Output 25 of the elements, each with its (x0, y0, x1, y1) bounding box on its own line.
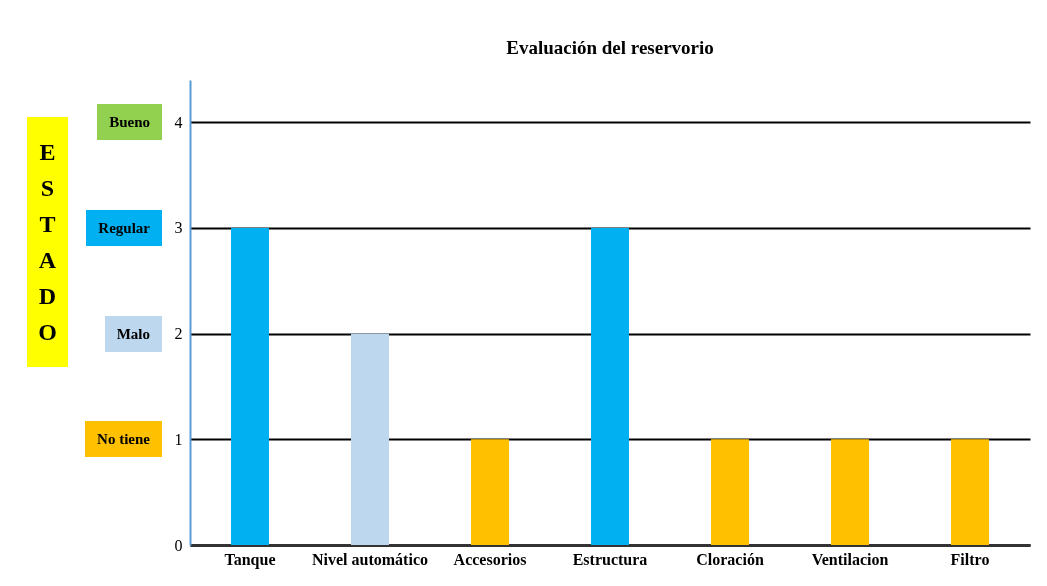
x-tick-label: Cloración (696, 550, 764, 568)
y-tick-label: 4 (174, 113, 183, 131)
bar (231, 227, 269, 545)
x-tick-label: Tanque (224, 550, 276, 569)
text: No tiene (85, 421, 162, 458)
text: Bueno (97, 104, 162, 141)
text: Regular (86, 209, 162, 246)
y-tick-label: 0 (174, 536, 183, 554)
x-tick-label: Nivel automático (312, 550, 428, 568)
y-tick-label: 1 (174, 430, 183, 448)
bar (711, 439, 749, 545)
text: Malo (104, 315, 162, 352)
chart-title: Evaluación del reservorio (506, 37, 714, 58)
y-tick-label: 2 (174, 325, 183, 343)
y-tick-label: 3 (174, 219, 183, 237)
x-tick-label: Accesorios (453, 550, 527, 568)
bar (471, 439, 509, 545)
bar (591, 227, 629, 545)
x-tick-label: Ventilacion (811, 550, 889, 568)
bar (951, 439, 989, 545)
x-tick-label: Filtro (950, 550, 990, 568)
bar (351, 333, 389, 545)
bar (831, 439, 869, 545)
x-tick-label: Estructura (572, 550, 648, 568)
y-axis-title: ESTADO (38, 138, 57, 347)
